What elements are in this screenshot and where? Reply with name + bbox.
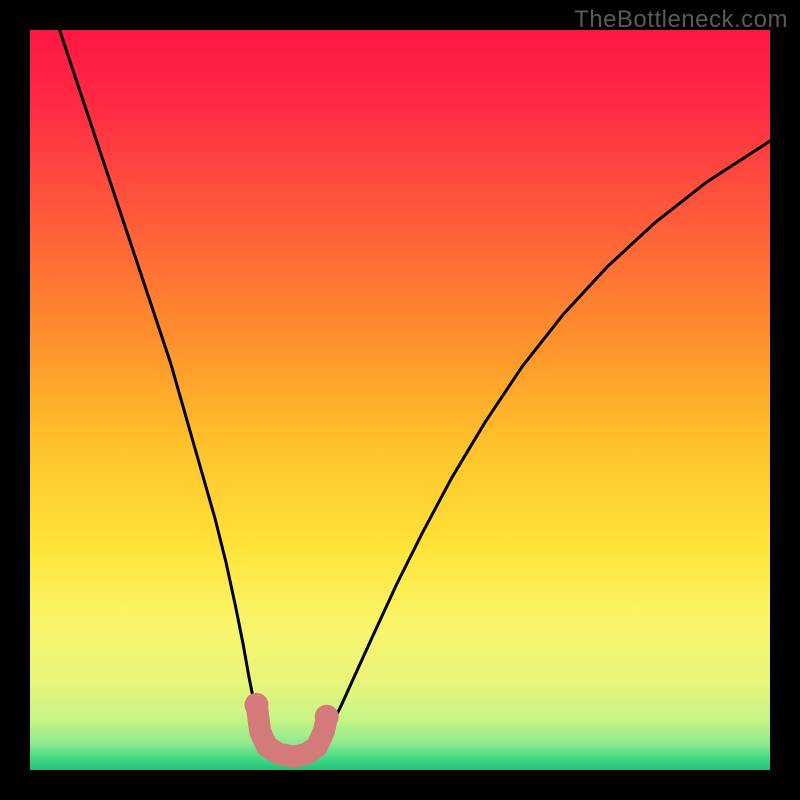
bottleneck-curve	[60, 30, 770, 758]
curve-layer	[30, 30, 770, 770]
chart-frame: TheBottleneck.com	[0, 0, 800, 800]
plot-area	[30, 30, 770, 770]
